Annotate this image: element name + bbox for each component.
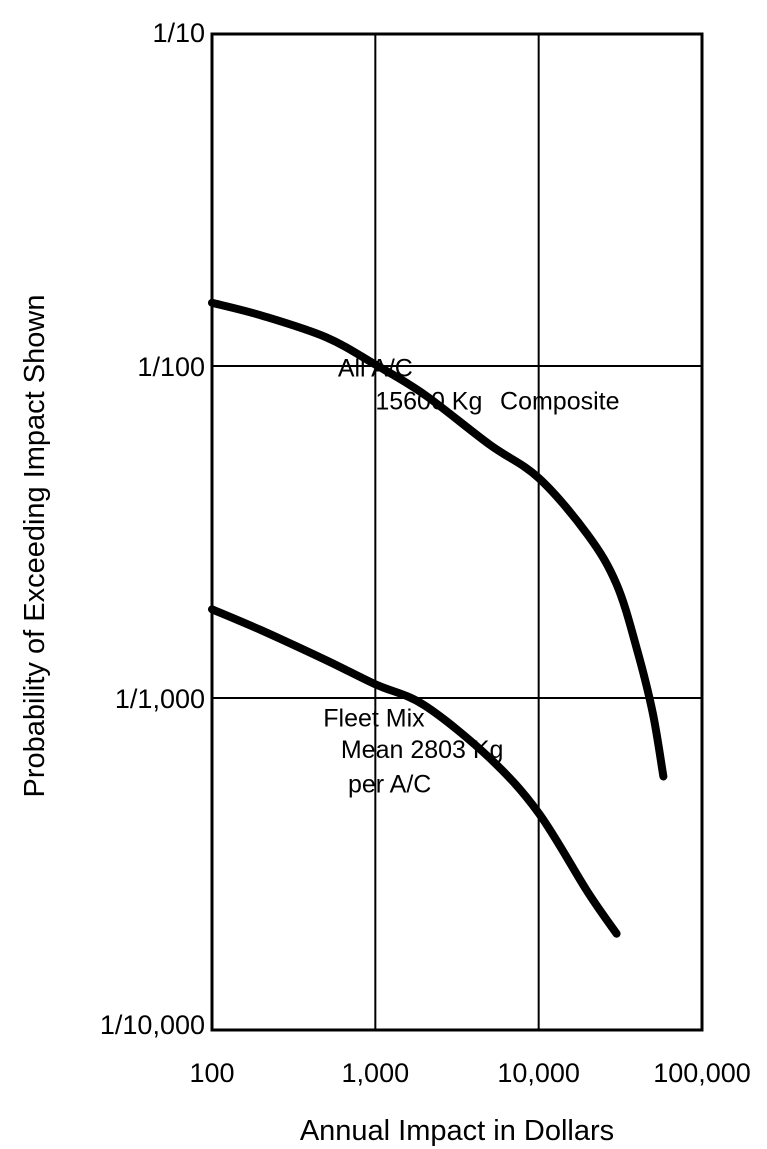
series-line-lower	[208, 605, 621, 938]
x-tick-label: 100	[189, 1058, 234, 1088]
x-axis-title: Annual Impact in Dollars	[300, 1115, 614, 1147]
annotation: Composite	[500, 387, 620, 415]
y-tick-label: 1/1,000	[115, 684, 205, 714]
y-tick-label: 1/10	[152, 18, 205, 48]
x-tick-label: 1,000	[342, 1058, 410, 1088]
series-line-upper	[208, 298, 668, 781]
annotation: 15600 Kg	[375, 387, 482, 415]
x-tick-labels: 100 1,000 10,000 100,000	[189, 1058, 750, 1088]
annotation: per A/C	[348, 770, 431, 798]
x-tick-label: 10,000	[497, 1058, 580, 1088]
plot-frame	[210, 32, 704, 1032]
grid	[212, 34, 702, 1030]
annotation: Mean 2803 Kg	[341, 736, 504, 764]
y-tick-labels: 1/10 1/100 1/1,000 1/10,000	[100, 18, 205, 1040]
series-layer	[208, 298, 668, 938]
annotation: Fleet Mix	[323, 705, 425, 733]
annotations: All A/C 15600 Kg Composite Fleet Mix Mean 28…	[323, 354, 619, 798]
y-tick-label: 1/10,000	[100, 1010, 205, 1040]
annotation: All A/C	[338, 354, 413, 382]
x-tick-label: 100,000	[653, 1058, 751, 1088]
y-axis-title: Probability of Exceeding Impact Shown	[19, 295, 51, 798]
y-tick-label: 1/100	[137, 352, 205, 382]
